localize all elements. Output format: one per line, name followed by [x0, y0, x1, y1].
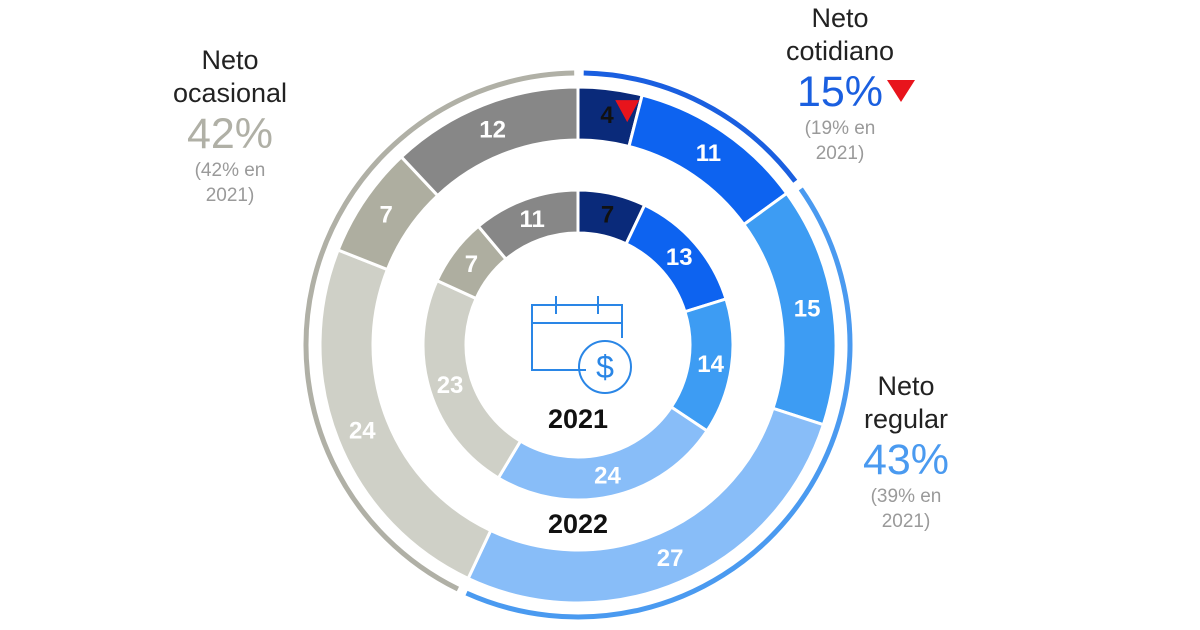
label-cotidiano-prev-2: 2021) [815, 143, 865, 164]
label-cotidiano-prev-1: (19% en [804, 118, 876, 139]
outer-segment-6 [399, 85, 580, 198]
label-ocasional-prev-2: 2021) [205, 185, 255, 206]
label-regular-prev-1: (39% en [870, 486, 942, 507]
label-ocasional: Neto ocasional 42% (42% en 2021) [120, 44, 340, 208]
label-cotidiano-pct: 15% [796, 68, 884, 116]
label-cotidiano-title-2: cotidiano [785, 36, 895, 66]
inner-value-label-5: 7 [465, 251, 478, 278]
label-regular-title-1: Neto [877, 371, 935, 401]
label-regular-prev-2: 2021) [881, 511, 931, 532]
calendar-dollar-icon: $ [531, 296, 632, 394]
inner-value-label-4: 23 [437, 372, 464, 399]
center-label-2022: 2022 [548, 509, 608, 539]
inner-value-label-6: 11 [519, 206, 544, 233]
label-ocasional-title-2: ocasional [172, 78, 288, 108]
outer-value-label-2: 15 [794, 296, 821, 323]
outer-value-label-0: 4 [600, 102, 614, 129]
inner-value-label-3: 24 [594, 463, 621, 490]
outer-value-label-4: 24 [349, 417, 376, 444]
label-ocasional-pct: 42% [186, 110, 274, 158]
label-regular-title-2: regular [863, 404, 949, 434]
label-ocasional-title-1: Neto [201, 45, 259, 75]
inner-value-label-1: 13 [666, 244, 693, 271]
center-label-2021: 2021 [548, 404, 608, 434]
group-arc-ocasional [303, 70, 575, 592]
outer-value-label-3: 27 [657, 545, 684, 572]
label-regular: Neto regular 43% (39% en 2021) [806, 370, 1006, 534]
label-ocasional-prev-1: (42% en [194, 160, 266, 181]
group-arc-regular [465, 187, 853, 620]
label-regular-pct: 43% [862, 436, 950, 484]
down-trend-icon [887, 80, 915, 102]
inner-value-label-0: 7 [601, 201, 614, 228]
segment-down-trend-icon [615, 100, 640, 123]
outer-value-label-5: 7 [379, 202, 392, 229]
inner-segment-6 [476, 188, 580, 262]
outer-value-label-6: 12 [479, 116, 506, 143]
outer-value-label-1: 11 [696, 140, 721, 167]
group-arc-cotidiano [583, 70, 798, 183]
label-cotidiano: Neto cotidiano 15% (19% en 2021) [740, 2, 940, 166]
svg-text:$: $ [596, 349, 614, 385]
inner-value-label-2: 14 [697, 351, 724, 378]
label-cotidiano-title-1: Neto [811, 3, 869, 33]
